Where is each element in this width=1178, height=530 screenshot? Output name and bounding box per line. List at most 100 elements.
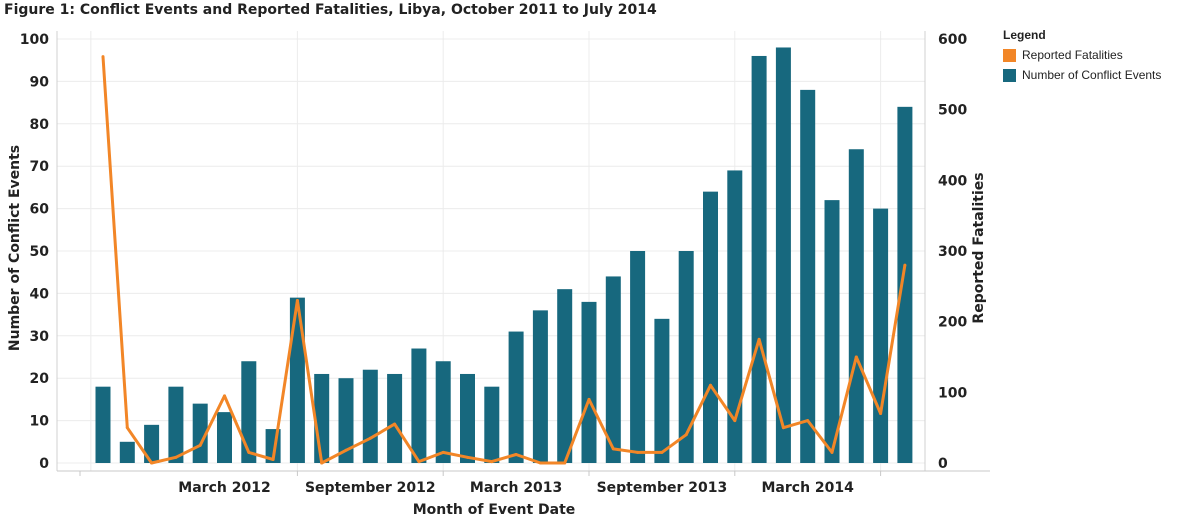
line-reported-fatalities[interactable] <box>101 56 907 465</box>
right-tick-label: 600 <box>938 32 967 48</box>
bar-conflict-events[interactable] <box>557 289 573 463</box>
point-reported-fatalities[interactable] <box>417 460 421 464</box>
point-reported-fatalities[interactable] <box>636 450 640 454</box>
right-tick-label: 100 <box>938 385 967 401</box>
bar-conflict-events[interactable] <box>605 276 621 463</box>
right-tick-label: 400 <box>938 173 967 189</box>
bar-conflict-events[interactable] <box>654 318 670 463</box>
legend-title: Legend <box>1003 28 1046 42</box>
bar-conflict-events[interactable] <box>824 200 840 463</box>
point-reported-fatalities[interactable] <box>320 461 324 465</box>
point-reported-fatalities[interactable] <box>393 422 397 426</box>
bar-conflict-events[interactable] <box>775 47 791 463</box>
left-tick-label: 40 <box>30 286 50 302</box>
right-tick-label: 200 <box>938 315 967 331</box>
left-tick-label: 10 <box>30 414 50 430</box>
bar-conflict-events[interactable] <box>897 106 913 463</box>
right-y-axis-label: Reported Fatalities <box>971 172 987 323</box>
point-reported-fatalities[interactable] <box>174 455 178 459</box>
bar-conflict-events[interactable] <box>751 55 767 464</box>
x-tick-label: March 2013 <box>470 480 562 496</box>
bar-conflict-events[interactable] <box>873 208 889 463</box>
right-tick-label: 500 <box>938 103 967 119</box>
point-reported-fatalities[interactable] <box>514 453 518 457</box>
legend-swatch-conflict-events <box>1003 68 1016 82</box>
point-reported-fatalities[interactable] <box>125 426 129 430</box>
point-reported-fatalities[interactable] <box>198 443 202 447</box>
legend-item-conflict-events[interactable]: Number of Conflict Events <box>1003 65 1161 85</box>
left-tick-label: 100 <box>20 32 49 48</box>
bar-conflict-events[interactable] <box>727 170 743 463</box>
point-reported-fatalities[interactable] <box>344 448 348 452</box>
point-reported-fatalities[interactable] <box>806 419 810 423</box>
legend-label-fatalities: Reported Fatalities <box>1022 48 1123 62</box>
point-reported-fatalities[interactable] <box>223 394 226 398</box>
bar-conflict-events[interactable] <box>289 297 305 463</box>
bar-conflict-events[interactable] <box>338 378 354 463</box>
x-tick-label: September 2013 <box>597 480 728 496</box>
bar-conflict-events[interactable] <box>387 373 403 463</box>
point-reported-fatalities[interactable] <box>563 461 567 465</box>
left-y-axis-label: Number of Conflict Events <box>7 145 23 351</box>
legend-label-conflict-events: Number of Conflict Events <box>1022 68 1162 82</box>
point-reported-fatalities[interactable] <box>660 450 664 454</box>
point-reported-fatalities[interactable] <box>684 433 688 437</box>
point-reported-fatalities[interactable] <box>538 461 542 465</box>
x-tick-label: September 2012 <box>305 480 436 496</box>
bar-conflict-events[interactable] <box>800 89 816 463</box>
bar-conflict-events[interactable] <box>532 310 548 463</box>
bar-conflict-events[interactable] <box>362 369 378 463</box>
bar-conflict-events[interactable] <box>678 251 694 463</box>
point-reported-fatalities[interactable] <box>271 457 275 461</box>
point-reported-fatalities[interactable] <box>733 419 737 423</box>
point-reported-fatalities[interactable] <box>709 383 712 387</box>
point-reported-fatalities[interactable] <box>611 447 615 451</box>
point-reported-fatalities[interactable] <box>879 412 883 416</box>
bar-conflict-events[interactable] <box>508 331 524 463</box>
left-tick-label: 70 <box>30 159 50 175</box>
axes <box>56 31 990 476</box>
point-reported-fatalities[interactable] <box>368 436 372 440</box>
left-tick-label: 30 <box>30 329 50 345</box>
point-reported-fatalities[interactable] <box>781 426 785 430</box>
bar-conflict-events[interactable] <box>144 424 160 463</box>
bar-conflict-events[interactable] <box>435 361 451 463</box>
bar-conflict-events[interactable] <box>703 191 718 463</box>
point-reported-fatalities[interactable] <box>101 55 105 59</box>
point-reported-fatalities[interactable] <box>441 450 445 454</box>
point-reported-fatalities[interactable] <box>490 460 494 464</box>
point-reported-fatalities[interactable] <box>466 455 469 459</box>
legend: Legend Reported Fatalities Number of Con… <box>1003 28 1161 85</box>
bar-conflict-events[interactable] <box>460 373 475 463</box>
bar-conflict-events[interactable] <box>217 412 232 463</box>
left-tick-label: 20 <box>30 371 50 387</box>
left-tick-label: 90 <box>30 74 50 90</box>
point-reported-fatalities[interactable] <box>903 263 907 267</box>
point-reported-fatalities[interactable] <box>150 461 154 465</box>
point-reported-fatalities[interactable] <box>830 450 834 454</box>
x-tick-label: March 2012 <box>178 480 270 496</box>
bar-conflict-events[interactable] <box>95 386 111 463</box>
point-reported-fatalities[interactable] <box>854 355 858 359</box>
point-reported-fatalities[interactable] <box>757 337 761 341</box>
legend-item-fatalities[interactable]: Reported Fatalities <box>1003 45 1161 65</box>
x-tick-labels: March 2012 September 2012 March 2013 Septem… <box>178 480 854 496</box>
point-reported-fatalities[interactable] <box>247 450 251 454</box>
left-tick-label: 50 <box>30 244 50 260</box>
right-tick-label: 300 <box>938 244 967 260</box>
bar-conflict-events[interactable] <box>630 251 646 463</box>
bar-conflict-events[interactable] <box>168 386 184 463</box>
point-reported-fatalities[interactable] <box>587 397 591 401</box>
bars <box>95 47 913 464</box>
point-reported-fatalities[interactable] <box>295 298 299 302</box>
bar-conflict-events[interactable] <box>241 361 257 463</box>
bar-conflict-events[interactable] <box>581 301 597 463</box>
bar-conflict-events[interactable] <box>119 441 135 463</box>
x-tick-label: March 2014 <box>762 480 855 496</box>
fatalities-line-layer <box>101 55 907 465</box>
bar-conflict-events[interactable] <box>484 386 500 463</box>
bar-conflict-events[interactable] <box>411 348 427 463</box>
bar-conflict-events[interactable] <box>848 149 864 464</box>
right-tick-label: 0 <box>938 456 948 472</box>
